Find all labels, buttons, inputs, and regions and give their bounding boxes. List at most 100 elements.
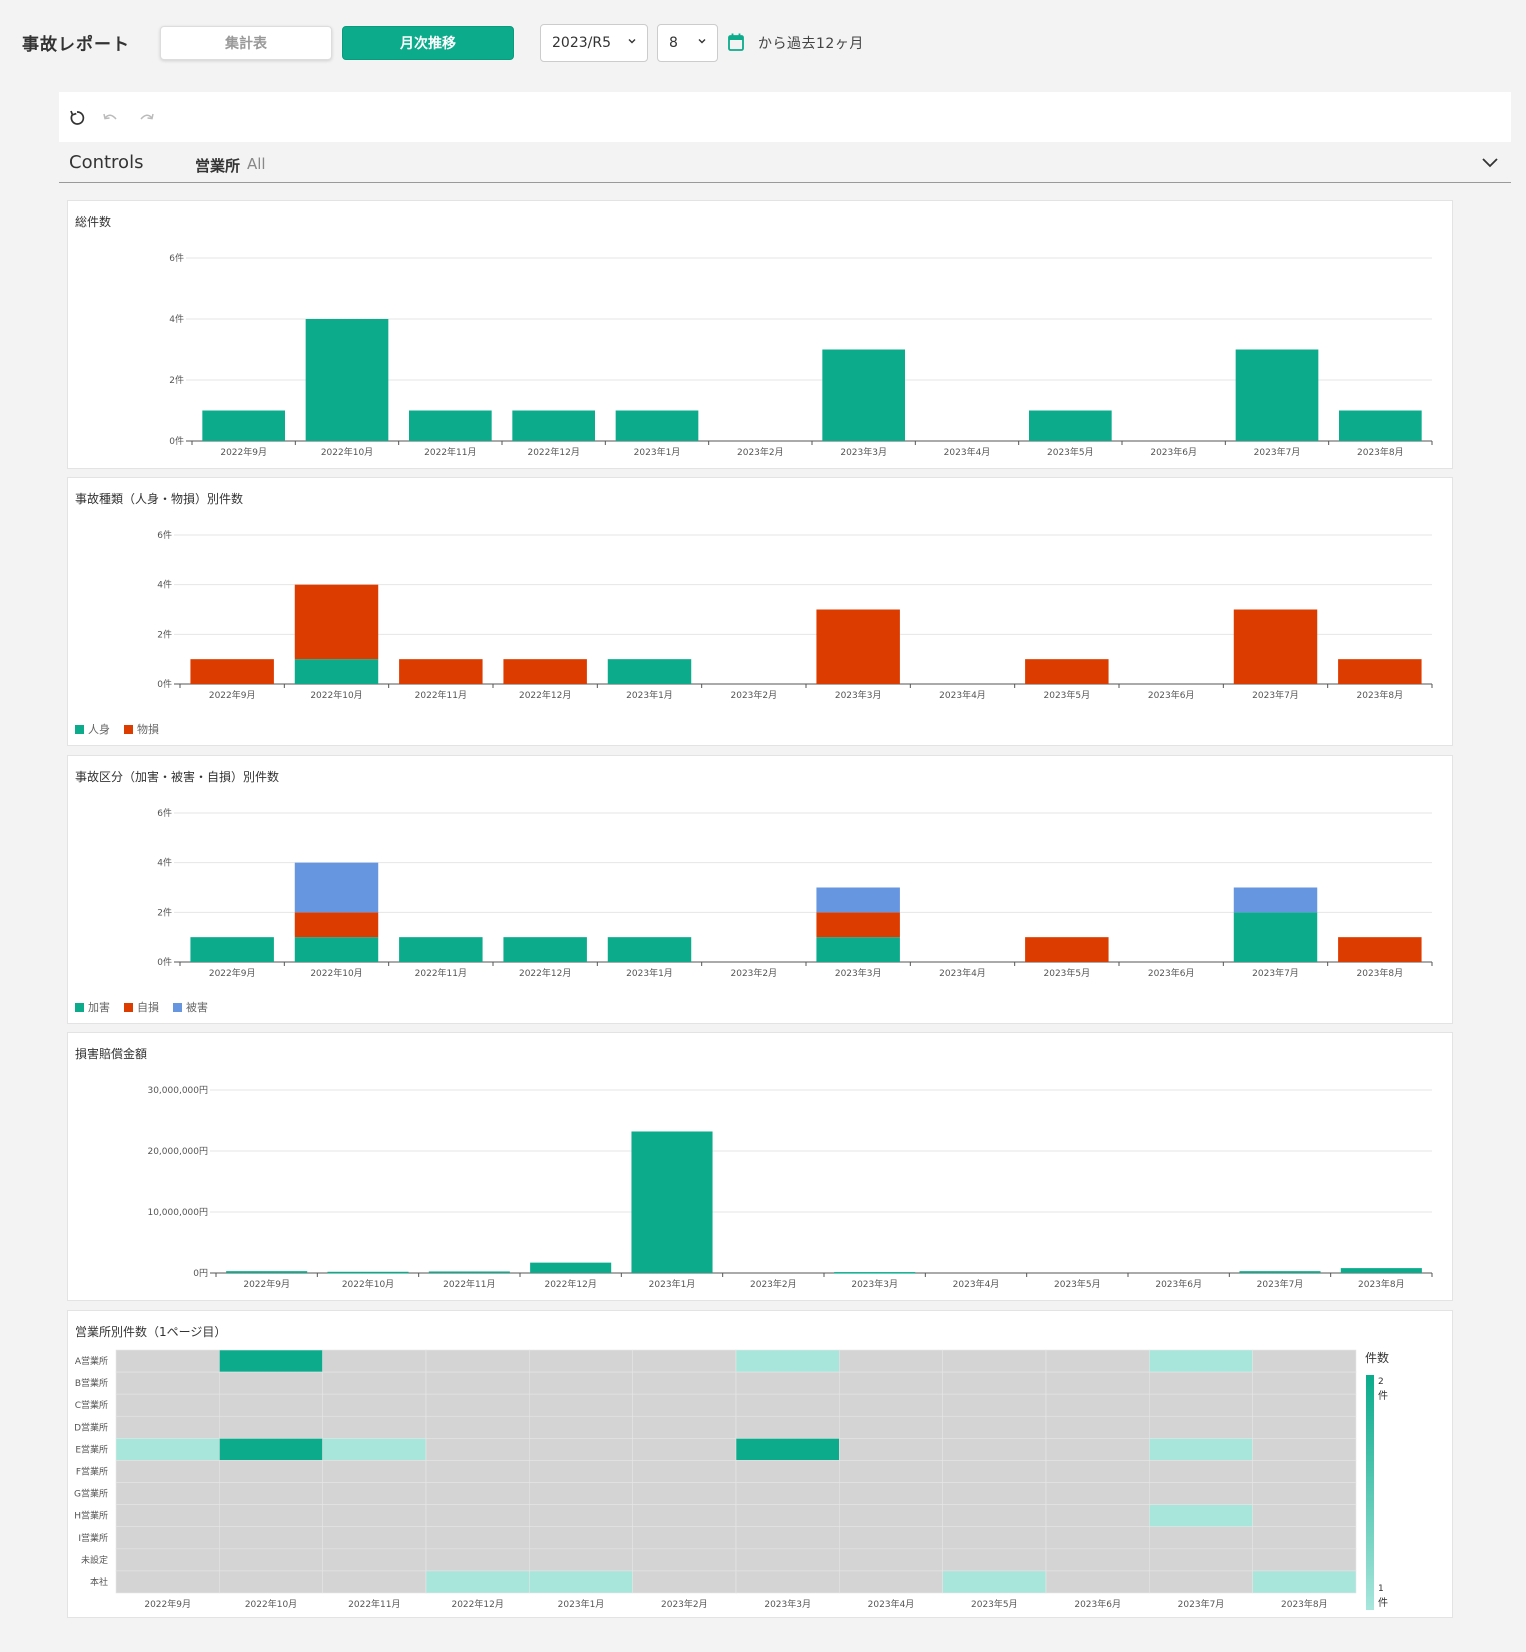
bar xyxy=(428,1271,510,1273)
y-tick-label: 20,000,000円 xyxy=(147,1146,208,1157)
bar xyxy=(1025,937,1109,962)
heatmap-cell xyxy=(942,1460,1047,1483)
x-tick-label: 2022年9月 xyxy=(209,689,256,701)
legend-item[interactable]: 物損 xyxy=(124,721,159,737)
legend-item[interactable]: 被害 xyxy=(173,999,208,1015)
category-count-card: 事故区分（加害・被害・自損）別件数 0件 2件 4件 6件 2022年9月 2022年10… xyxy=(67,755,1453,1024)
heatmap-cell xyxy=(1252,1460,1357,1483)
heatmap-cell xyxy=(1149,1548,1253,1572)
controls-bar[interactable]: Controls 営業所 All xyxy=(59,142,1511,183)
legend-unit-label: 件 xyxy=(1378,1597,1388,1609)
undo-icon[interactable] xyxy=(101,109,119,127)
bar xyxy=(305,319,389,441)
chevron-down-icon xyxy=(628,39,636,44)
heatmap-cell xyxy=(425,1526,530,1550)
legend-label: 自損 xyxy=(137,1001,159,1014)
x-tick-label: 2023年7月 xyxy=(1252,967,1299,979)
heatmap-cell xyxy=(1252,1438,1357,1461)
heatmap-cell xyxy=(529,1393,633,1417)
heatmap-cell xyxy=(1252,1482,1357,1505)
bar xyxy=(409,410,492,441)
bar xyxy=(1340,1268,1422,1273)
y-tick-label: 0件 xyxy=(157,956,172,968)
summary-tab-button[interactable]: 集計表 xyxy=(160,26,332,60)
heatmap-cell xyxy=(219,1504,323,1528)
x-tick-label: 2023年3月 xyxy=(835,689,882,701)
x-tick-label: 2023年7月 xyxy=(1257,1278,1304,1290)
heatmap-cell xyxy=(425,1548,530,1572)
heatmap-cell xyxy=(425,1504,530,1528)
heatmap-cell xyxy=(425,1393,530,1417)
chevron-down-icon[interactable] xyxy=(1481,156,1499,168)
x-tick-label: 2023年2月 xyxy=(737,446,784,458)
heatmap-cell xyxy=(322,1570,427,1594)
heatmap-cell xyxy=(529,1415,633,1439)
y-tick-label: 4件 xyxy=(157,857,172,869)
legend-item[interactable]: 自損 xyxy=(124,999,159,1015)
bar xyxy=(816,937,900,962)
heatmap-cell xyxy=(735,1371,840,1395)
legend-label: 被害 xyxy=(186,1001,208,1014)
app-title: 事故レポート xyxy=(22,35,130,55)
row-label: D営業所 xyxy=(74,1421,108,1433)
bar xyxy=(399,659,483,684)
legend-item[interactable]: 加害 xyxy=(75,999,110,1015)
heatmap-cell xyxy=(1252,1349,1357,1373)
y-tick-label: 6件 xyxy=(157,529,172,541)
bar xyxy=(190,937,274,962)
heatmap-cell xyxy=(1252,1548,1357,1572)
legend-swatch xyxy=(124,1002,133,1012)
heatmap-cell xyxy=(839,1393,943,1417)
y-tick-label: 4件 xyxy=(169,313,184,325)
heatmap-cell xyxy=(322,1415,427,1439)
legend-unit-label: 件 xyxy=(1378,1390,1388,1402)
heatmap-cell xyxy=(529,1482,633,1505)
reset-icon[interactable] xyxy=(68,109,86,127)
heatmap-cell xyxy=(942,1526,1047,1550)
legend-item[interactable]: 人身 xyxy=(75,721,110,737)
calendar-icon[interactable] xyxy=(728,33,744,51)
redo-icon[interactable] xyxy=(138,109,156,127)
row-label: F営業所 xyxy=(76,1466,108,1478)
heatmap-cell xyxy=(942,1570,1047,1594)
heatmap-cell xyxy=(322,1349,427,1373)
row-label: E営業所 xyxy=(75,1443,108,1455)
heatmap-cell xyxy=(425,1371,530,1395)
heatmap-cell xyxy=(632,1548,737,1572)
heatmap-cell xyxy=(529,1371,633,1395)
filter-value[interactable]: All xyxy=(247,155,266,173)
y-tick-label: 6件 xyxy=(157,807,172,819)
bar xyxy=(834,1272,916,1274)
month-select[interactable]: 8 xyxy=(657,24,718,62)
heatmap-cell xyxy=(735,1548,840,1572)
x-tick-label: 2023年1月 xyxy=(626,967,673,979)
x-tick-label: 2022年12月 xyxy=(519,967,571,979)
heatmap-cell xyxy=(1252,1393,1357,1417)
bar xyxy=(631,1131,713,1273)
heatmap-cell xyxy=(219,1460,323,1483)
heatmap-cell xyxy=(1045,1504,1150,1528)
heatmap-cell xyxy=(632,1438,737,1461)
x-tick-label: 2023年4月 xyxy=(868,1598,915,1610)
legend-min-label: 1 xyxy=(1378,1584,1384,1594)
heatmap-cell xyxy=(839,1548,943,1572)
bar xyxy=(399,937,483,962)
color-scale-bar xyxy=(1366,1375,1374,1610)
heatmap-cell xyxy=(839,1570,943,1594)
heatmap-cell xyxy=(1252,1371,1357,1395)
heatmap-cell xyxy=(1149,1438,1253,1461)
heatmap-cell xyxy=(632,1415,737,1439)
monthly-tab-button[interactable]: 月次推移 xyxy=(342,26,514,60)
x-tick-label: 2023年7月 xyxy=(1178,1598,1225,1610)
heatmap-cell xyxy=(1149,1570,1253,1594)
bar xyxy=(294,937,379,962)
row-label: 本社 xyxy=(90,1576,108,1588)
heatmap-cell xyxy=(115,1504,220,1528)
office-heatmap-card: 営業所別件数（1ページ目） A営業所 B営業所 C営業所 D営業所 E営業所 F営業所 G営… xyxy=(67,1310,1453,1618)
heatmap-cell xyxy=(1149,1482,1253,1505)
x-tick-label: 2023年4月 xyxy=(939,689,986,701)
x-tick-label: 2023年8月 xyxy=(1358,1278,1405,1290)
heatmap-cell xyxy=(322,1482,427,1505)
x-tick-label: 2023年5月 xyxy=(1044,967,1091,979)
year-select[interactable]: 2023/R5 xyxy=(540,24,648,62)
